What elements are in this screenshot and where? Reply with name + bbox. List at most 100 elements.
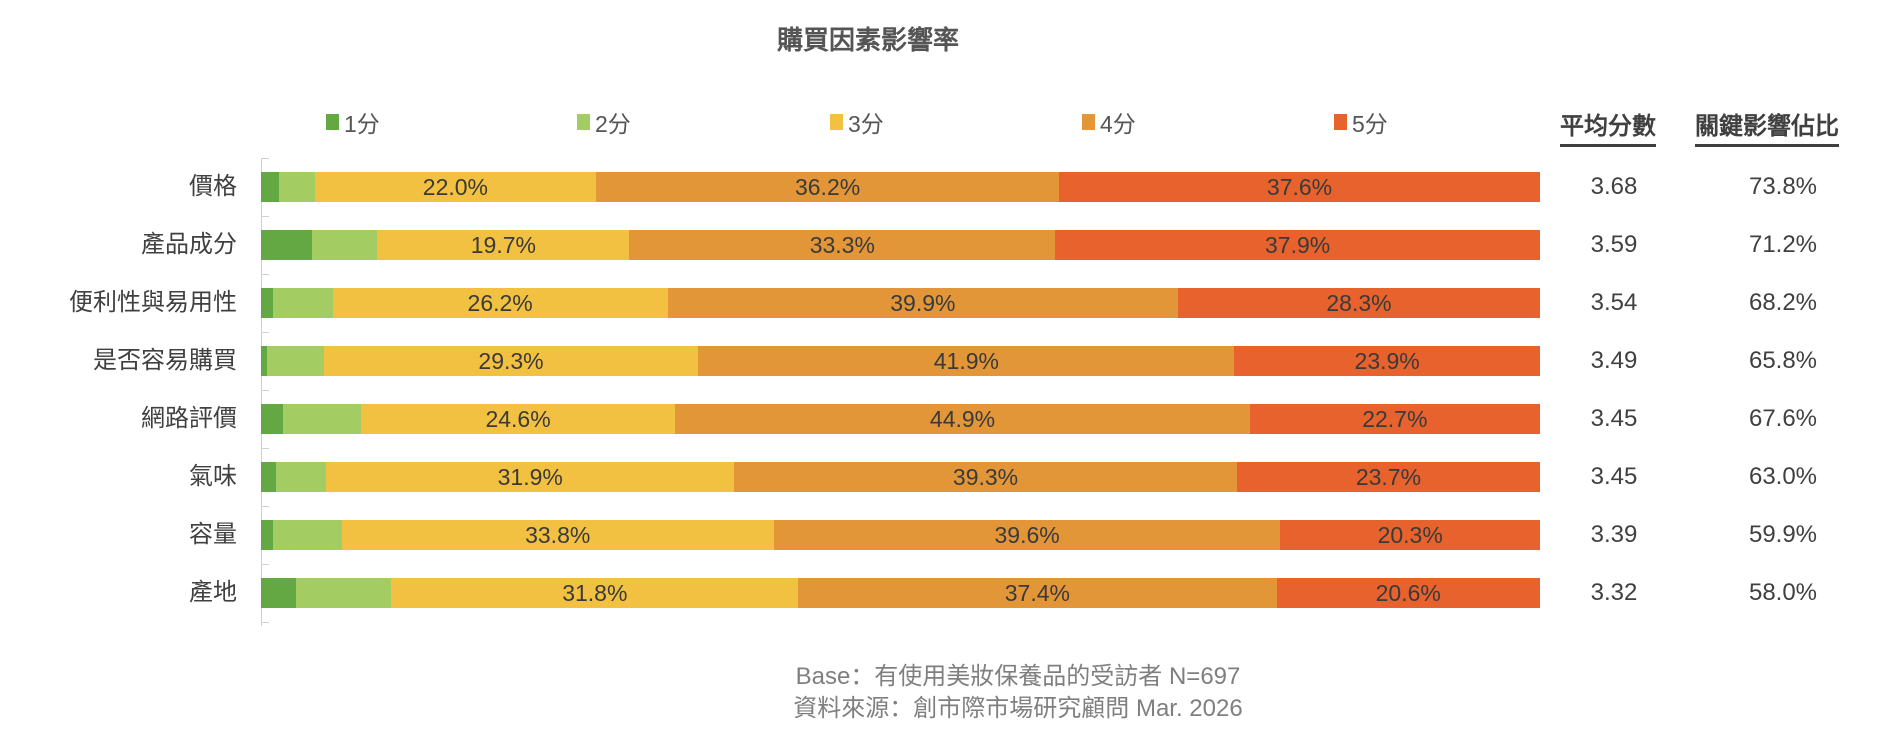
avg-score-value: 3.49: [1590, 347, 1638, 374]
bar-segment-4: 36.2%: [596, 172, 1060, 202]
legend-label: 4分: [1100, 111, 1136, 137]
bar-segment-3: 31.9%: [326, 462, 735, 492]
data-label: 39.6%: [994, 521, 1060, 548]
legend-item: 2分: [577, 108, 631, 137]
legend-swatch: [1082, 114, 1095, 130]
data-label: 37.6%: [1266, 173, 1333, 200]
data-label: 29.3%: [478, 347, 544, 374]
bar-segment-3: 31.8%: [391, 578, 799, 608]
bar-segment-1: [261, 404, 283, 434]
bar-segment-2: [282, 404, 361, 434]
avg-score-value: 3.59: [1590, 231, 1638, 258]
bar-segment-4: 39.6%: [773, 520, 1281, 550]
category-label: 氣味: [189, 463, 237, 490]
avg-score-value: 3.32: [1590, 579, 1638, 606]
legend-label: 3分: [848, 111, 884, 137]
avg-score-value: 3.39: [1590, 521, 1638, 548]
axis-tick: [261, 506, 269, 507]
legend-item: 5分: [1334, 108, 1388, 137]
axis-tick: [261, 622, 269, 623]
bar-segment-4: 33.3%: [629, 230, 1056, 260]
category-label: 產品成分: [141, 231, 237, 258]
bar-segment-3: 29.3%: [323, 346, 699, 376]
axis-tick: [261, 158, 269, 159]
chart-title: 購買因素影響率: [776, 25, 959, 55]
bar-segment-4: 39.9%: [667, 288, 1179, 318]
bar-segment-4: 39.3%: [734, 462, 1237, 492]
bar-segment-1: [261, 520, 273, 550]
bar-segment-2: [312, 230, 378, 260]
axis-tick: [261, 274, 269, 275]
data-label: 20.6%: [1375, 579, 1441, 606]
data-label: 24.6%: [485, 405, 551, 432]
key-influence-value: 58.0%: [1748, 579, 1818, 606]
data-label: 22.0%: [422, 173, 488, 200]
data-label: 44.9%: [929, 405, 996, 432]
data-label: 41.9%: [933, 347, 999, 374]
axis-tick: [261, 390, 269, 391]
data-label: 39.3%: [952, 463, 1019, 490]
key-influence-value: 67.6%: [1748, 405, 1818, 432]
data-label: 23.9%: [1354, 347, 1420, 374]
bar-segment-3: 24.6%: [360, 404, 676, 434]
bar-segment-2: [276, 462, 327, 492]
data-label: 23.7%: [1355, 463, 1422, 490]
bar-segment-3: 33.8%: [341, 520, 774, 550]
data-label: 36.2%: [794, 173, 861, 200]
bar-segment-5: 22.7%: [1249, 404, 1540, 434]
data-label: 31.9%: [497, 463, 563, 490]
legend-swatch: [1334, 114, 1347, 130]
bar-segment-2: [295, 578, 392, 608]
bar-segment-3: 22.0%: [314, 172, 597, 202]
data-label: 37.4%: [1004, 579, 1070, 606]
legend-label: 5分: [1352, 111, 1388, 137]
key-influence-value: 59.9%: [1748, 521, 1818, 548]
bar-segment-1: [261, 346, 268, 376]
bar-segment-1: [261, 462, 277, 492]
key-influence-header: 關鍵影響佔比: [1695, 106, 1839, 147]
category-label: 價格: [189, 173, 237, 200]
axis-tick: [261, 448, 269, 449]
category-label: 便利性與易用性: [69, 289, 237, 316]
avg-score-header: 平均分數: [1560, 106, 1656, 147]
bar-segment-3: 19.7%: [377, 230, 630, 260]
key-influence-value: 68.2%: [1748, 289, 1818, 316]
legend-item: 3分: [830, 108, 884, 137]
legend-swatch: [577, 114, 590, 130]
data-label: 26.2%: [467, 289, 533, 316]
bar-segment-2: [267, 346, 324, 376]
bar-segment-5: 23.7%: [1236, 462, 1540, 492]
bar-segment-5: 20.3%: [1280, 520, 1540, 550]
avg-score-value: 3.45: [1590, 405, 1638, 432]
y-axis-line: [261, 158, 262, 626]
bar-segment-1: [261, 172, 279, 202]
bar-segment-1: [261, 288, 273, 318]
legend-swatch: [830, 114, 843, 130]
key-influence-value: 63.0%: [1748, 463, 1818, 490]
bar-segment-5: 20.6%: [1276, 578, 1540, 608]
bar-segment-4: 44.9%: [675, 404, 1250, 434]
avg-score-value: 3.54: [1590, 289, 1638, 316]
bar-segment-4: 41.9%: [698, 346, 1235, 376]
bar-segment-2: [272, 520, 342, 550]
legend-label: 1分: [344, 111, 380, 137]
axis-tick: [261, 332, 269, 333]
data-label: 33.3%: [809, 231, 875, 258]
data-label: 33.8%: [525, 521, 591, 548]
legend-item: 4分: [1082, 108, 1136, 137]
data-label: 37.9%: [1265, 231, 1331, 258]
bar-segment-5: 37.9%: [1055, 230, 1540, 260]
bar-segment-4: 37.4%: [798, 578, 1277, 608]
bar-segment-1: [261, 578, 296, 608]
bar-segment-1: [261, 230, 313, 260]
legend-swatch: [326, 114, 339, 130]
key-influence-value: 73.8%: [1748, 173, 1818, 200]
bar-segment-5: 28.3%: [1178, 288, 1540, 318]
data-label: 28.3%: [1326, 289, 1392, 316]
axis-tick: [261, 216, 269, 217]
data-label: 20.3%: [1377, 521, 1443, 548]
data-label: 39.9%: [890, 289, 956, 316]
category-label: 網路評價: [141, 405, 237, 432]
key-influence-value: 71.2%: [1748, 231, 1818, 258]
category-label: 容量: [189, 521, 237, 548]
